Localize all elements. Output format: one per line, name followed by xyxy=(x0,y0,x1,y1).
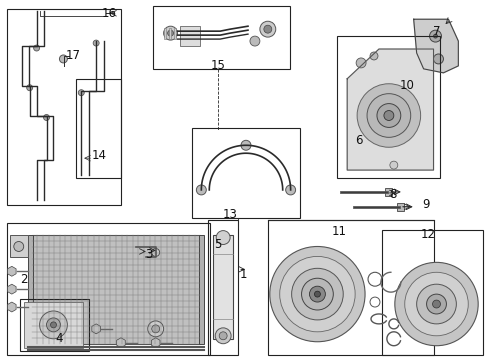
Text: 11: 11 xyxy=(331,225,346,238)
Circle shape xyxy=(147,321,163,337)
Bar xyxy=(384,188,391,196)
Circle shape xyxy=(14,242,24,251)
Circle shape xyxy=(291,268,343,320)
Text: 8: 8 xyxy=(388,188,396,201)
Text: 17: 17 xyxy=(66,49,81,63)
Bar xyxy=(20,299,89,351)
Bar xyxy=(7,9,121,205)
Bar xyxy=(396,203,403,211)
Circle shape xyxy=(34,45,40,51)
Bar xyxy=(381,230,482,355)
Text: 7: 7 xyxy=(432,24,439,38)
Circle shape xyxy=(356,84,420,147)
Text: 2: 2 xyxy=(20,273,27,286)
Circle shape xyxy=(433,34,437,38)
Text: 6: 6 xyxy=(355,134,362,147)
Bar xyxy=(10,235,28,257)
Circle shape xyxy=(369,52,377,60)
Circle shape xyxy=(432,300,440,308)
Circle shape xyxy=(249,36,259,46)
Bar xyxy=(199,235,204,344)
Bar xyxy=(7,223,210,355)
Circle shape xyxy=(433,54,443,64)
Text: 13: 13 xyxy=(222,208,237,221)
Circle shape xyxy=(60,55,67,63)
Circle shape xyxy=(428,30,441,42)
Circle shape xyxy=(264,25,271,33)
Circle shape xyxy=(389,161,397,169)
Circle shape xyxy=(219,332,226,340)
Text: 16: 16 xyxy=(102,7,116,20)
Circle shape xyxy=(151,325,160,333)
Text: 10: 10 xyxy=(399,79,413,92)
Circle shape xyxy=(43,114,49,121)
Bar xyxy=(32,235,200,344)
Bar xyxy=(337,36,440,178)
Bar xyxy=(152,6,289,69)
Bar xyxy=(267,220,433,355)
Text: 1: 1 xyxy=(239,268,246,281)
Circle shape xyxy=(46,318,61,332)
Circle shape xyxy=(426,294,446,314)
Circle shape xyxy=(285,185,295,195)
Bar xyxy=(213,235,233,339)
Polygon shape xyxy=(346,49,433,170)
Circle shape xyxy=(27,85,33,91)
Text: 5: 5 xyxy=(214,238,222,251)
Bar xyxy=(28,235,33,344)
Bar xyxy=(24,302,83,348)
Circle shape xyxy=(355,58,366,68)
Circle shape xyxy=(301,278,333,310)
Circle shape xyxy=(50,322,56,328)
Circle shape xyxy=(279,256,354,332)
Bar xyxy=(173,28,175,39)
Text: 15: 15 xyxy=(210,59,225,72)
Text: 14: 14 xyxy=(91,149,106,162)
Bar xyxy=(192,129,299,218)
Circle shape xyxy=(309,286,325,302)
Text: 12: 12 xyxy=(420,228,435,241)
Circle shape xyxy=(259,21,275,37)
Circle shape xyxy=(366,94,410,137)
Bar xyxy=(163,28,165,39)
Polygon shape xyxy=(413,19,457,73)
Text: 3: 3 xyxy=(145,248,152,261)
Circle shape xyxy=(167,30,173,36)
Circle shape xyxy=(40,311,67,339)
Circle shape xyxy=(215,328,231,344)
Bar xyxy=(180,26,200,46)
Circle shape xyxy=(416,284,455,324)
Text: 4: 4 xyxy=(56,332,63,345)
Text: 9: 9 xyxy=(421,198,428,211)
Circle shape xyxy=(93,40,99,46)
Bar xyxy=(208,220,238,355)
Circle shape xyxy=(241,140,250,150)
Circle shape xyxy=(196,185,206,195)
Circle shape xyxy=(383,111,393,121)
Bar xyxy=(76,79,121,178)
Circle shape xyxy=(376,104,400,127)
Circle shape xyxy=(314,291,320,297)
Circle shape xyxy=(216,231,230,244)
Circle shape xyxy=(151,248,160,256)
Circle shape xyxy=(394,262,477,346)
Circle shape xyxy=(163,26,177,40)
Bar xyxy=(168,28,170,39)
Circle shape xyxy=(404,272,468,336)
Circle shape xyxy=(269,247,365,342)
Circle shape xyxy=(78,90,84,96)
